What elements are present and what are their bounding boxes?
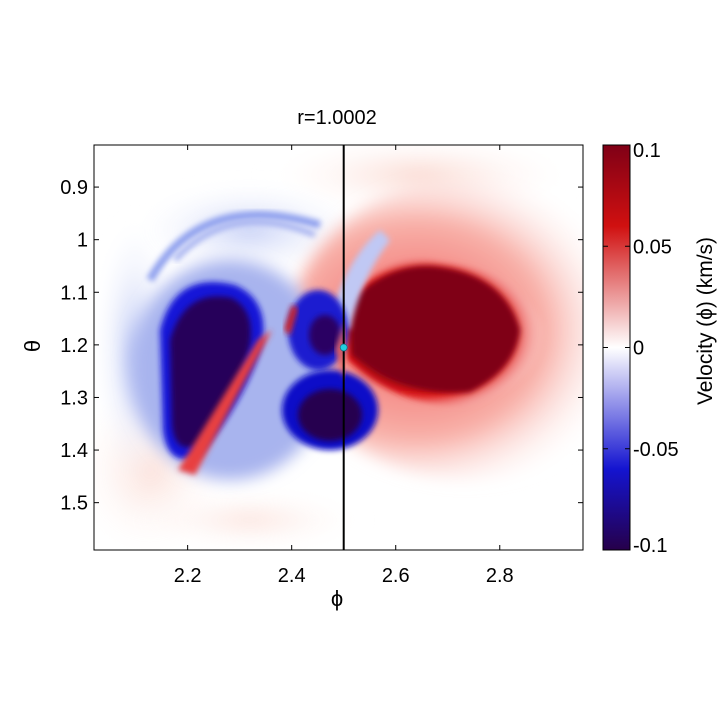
colorbar-ticks: 0.1 0.05 0 -0.05 -0.1 [603,140,679,557]
colorbar-tick-label: -0.1 [633,535,667,557]
colorbar-tick-label: 0.05 [633,236,672,258]
y-tick-label: 1.2 [60,335,88,357]
axes: 2.2 2.4 2.6 2.8 0.9 1 1.1 1.2 1.3 1.4 1.5 [60,145,583,587]
chart-title: r=1.0002 [297,107,377,129]
y-tick-label: 1.1 [60,282,88,304]
y-tick-label: 1.5 [60,493,88,515]
colorbar-tick-label: -0.05 [633,439,679,461]
y-tick-label: 1 [77,230,88,252]
y-axis-label: θ [20,340,45,352]
y-tick-label: 1.4 [60,440,88,462]
plot-frame [93,144,584,551]
x-tick-label: 2.8 [486,565,514,587]
colorbar-tick-label: 0 [633,338,644,360]
y-tick-label: 0.9 [60,177,88,199]
colorbar-label: Velocity (ϕ) (km/s) [694,237,717,405]
colorbar-tick-label: 0.1 [633,140,661,162]
x-tick-label: 2.2 [174,565,202,587]
x-tick-label: 2.4 [278,565,306,587]
y-tick-label: 1.3 [60,387,88,409]
point-marker [339,343,348,352]
x-axis-label: ϕ [331,586,343,611]
heatmap-field [94,145,583,550]
x-tick-label: 2.6 [382,565,410,587]
